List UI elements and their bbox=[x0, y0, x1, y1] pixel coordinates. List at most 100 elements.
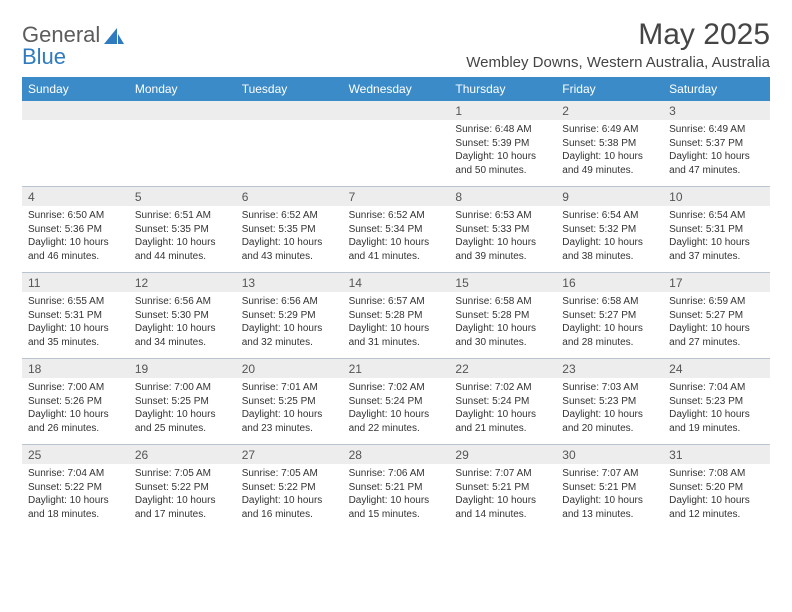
daylight-text-1: Daylight: 10 hours bbox=[562, 236, 657, 250]
location-text: Wembley Downs, Western Australia, Austra… bbox=[466, 54, 770, 71]
sunset-text: Sunset: 5:20 PM bbox=[669, 481, 764, 495]
day-detail-cell: Sunrise: 7:04 AMSunset: 5:23 PMDaylight:… bbox=[663, 378, 770, 444]
daylight-text-2: and 17 minutes. bbox=[135, 508, 230, 522]
sunset-text: Sunset: 5:27 PM bbox=[562, 309, 657, 323]
sunset-text: Sunset: 5:24 PM bbox=[349, 395, 444, 409]
sunrise-text: Sunrise: 7:06 AM bbox=[349, 467, 444, 481]
day-detail-cell: Sunrise: 7:05 AMSunset: 5:22 PMDaylight:… bbox=[236, 464, 343, 530]
day-detail-cell: Sunrise: 6:53 AMSunset: 5:33 PMDaylight:… bbox=[449, 206, 556, 272]
dow-tuesday: Tuesday bbox=[236, 77, 343, 101]
day-number-cell: 12 bbox=[129, 272, 236, 292]
sunset-text: Sunset: 5:27 PM bbox=[669, 309, 764, 323]
daylight-text-2: and 18 minutes. bbox=[28, 508, 123, 522]
daylight-text-1: Daylight: 10 hours bbox=[242, 494, 337, 508]
daylight-text-2: and 37 minutes. bbox=[669, 250, 764, 264]
logo-word-2: Blue bbox=[22, 44, 66, 69]
day-detail-cell: Sunrise: 7:03 AMSunset: 5:23 PMDaylight:… bbox=[556, 378, 663, 444]
daylight-text-2: and 15 minutes. bbox=[349, 508, 444, 522]
daylight-text-2: and 41 minutes. bbox=[349, 250, 444, 264]
sunset-text: Sunset: 5:36 PM bbox=[28, 223, 123, 237]
sunrise-text: Sunrise: 6:49 AM bbox=[669, 123, 764, 137]
day-of-week-header: Sunday Monday Tuesday Wednesday Thursday… bbox=[22, 77, 770, 101]
week-detail-row: Sunrise: 7:00 AMSunset: 5:26 PMDaylight:… bbox=[22, 378, 770, 444]
logo: General Blue bbox=[22, 18, 124, 68]
daylight-text-2: and 27 minutes. bbox=[669, 336, 764, 350]
sunset-text: Sunset: 5:22 PM bbox=[135, 481, 230, 495]
sunrise-text: Sunrise: 6:58 AM bbox=[562, 295, 657, 309]
daylight-text-2: and 12 minutes. bbox=[669, 508, 764, 522]
day-number-cell: 10 bbox=[663, 186, 770, 206]
sunset-text: Sunset: 5:35 PM bbox=[242, 223, 337, 237]
dow-monday: Monday bbox=[129, 77, 236, 101]
daylight-text-2: and 46 minutes. bbox=[28, 250, 123, 264]
daylight-text-1: Daylight: 10 hours bbox=[135, 408, 230, 422]
sunset-text: Sunset: 5:32 PM bbox=[562, 223, 657, 237]
daylight-text-2: and 30 minutes. bbox=[455, 336, 550, 350]
day-detail-cell bbox=[22, 120, 129, 186]
daylight-text-1: Daylight: 10 hours bbox=[562, 150, 657, 164]
daylight-text-1: Daylight: 10 hours bbox=[28, 236, 123, 250]
daylight-text-1: Daylight: 10 hours bbox=[242, 322, 337, 336]
week-detail-row: Sunrise: 7:04 AMSunset: 5:22 PMDaylight:… bbox=[22, 464, 770, 530]
daylight-text-2: and 25 minutes. bbox=[135, 422, 230, 436]
sunset-text: Sunset: 5:28 PM bbox=[455, 309, 550, 323]
sunrise-text: Sunrise: 6:52 AM bbox=[349, 209, 444, 223]
day-number-cell: 27 bbox=[236, 444, 343, 464]
daylight-text-1: Daylight: 10 hours bbox=[242, 408, 337, 422]
daylight-text-1: Daylight: 10 hours bbox=[669, 322, 764, 336]
sunset-text: Sunset: 5:31 PM bbox=[28, 309, 123, 323]
daylight-text-1: Daylight: 10 hours bbox=[28, 322, 123, 336]
sunset-text: Sunset: 5:33 PM bbox=[455, 223, 550, 237]
daylight-text-1: Daylight: 10 hours bbox=[562, 322, 657, 336]
day-number-cell: 15 bbox=[449, 272, 556, 292]
day-detail-cell: Sunrise: 7:07 AMSunset: 5:21 PMDaylight:… bbox=[449, 464, 556, 530]
daylight-text-1: Daylight: 10 hours bbox=[455, 236, 550, 250]
sunrise-text: Sunrise: 7:05 AM bbox=[242, 467, 337, 481]
day-number-cell: 7 bbox=[343, 186, 450, 206]
day-detail-cell bbox=[129, 120, 236, 186]
sunset-text: Sunset: 5:29 PM bbox=[242, 309, 337, 323]
daylight-text-2: and 50 minutes. bbox=[455, 164, 550, 178]
sunrise-text: Sunrise: 6:54 AM bbox=[562, 209, 657, 223]
dow-wednesday: Wednesday bbox=[343, 77, 450, 101]
sunrise-text: Sunrise: 7:03 AM bbox=[562, 381, 657, 395]
day-detail-cell: Sunrise: 7:08 AMSunset: 5:20 PMDaylight:… bbox=[663, 464, 770, 530]
sunrise-text: Sunrise: 7:02 AM bbox=[349, 381, 444, 395]
day-number-cell: 17 bbox=[663, 272, 770, 292]
sunset-text: Sunset: 5:38 PM bbox=[562, 137, 657, 151]
daylight-text-2: and 19 minutes. bbox=[669, 422, 764, 436]
day-detail-cell: Sunrise: 6:48 AMSunset: 5:39 PMDaylight:… bbox=[449, 120, 556, 186]
daylight-text-2: and 32 minutes. bbox=[242, 336, 337, 350]
sunrise-text: Sunrise: 6:53 AM bbox=[455, 209, 550, 223]
sunrise-text: Sunrise: 6:56 AM bbox=[242, 295, 337, 309]
daylight-text-1: Daylight: 10 hours bbox=[562, 494, 657, 508]
sunset-text: Sunset: 5:22 PM bbox=[242, 481, 337, 495]
daylight-text-1: Daylight: 10 hours bbox=[349, 494, 444, 508]
day-detail-cell: Sunrise: 7:05 AMSunset: 5:22 PMDaylight:… bbox=[129, 464, 236, 530]
day-number-cell: 30 bbox=[556, 444, 663, 464]
sunset-text: Sunset: 5:34 PM bbox=[349, 223, 444, 237]
sunset-text: Sunset: 5:26 PM bbox=[28, 395, 123, 409]
daylight-text-1: Daylight: 10 hours bbox=[242, 236, 337, 250]
daylight-text-1: Daylight: 10 hours bbox=[669, 150, 764, 164]
day-detail-cell: Sunrise: 6:52 AMSunset: 5:34 PMDaylight:… bbox=[343, 206, 450, 272]
day-number-cell: 11 bbox=[22, 272, 129, 292]
daylight-text-2: and 14 minutes. bbox=[455, 508, 550, 522]
day-number-cell: 4 bbox=[22, 186, 129, 206]
sunset-text: Sunset: 5:22 PM bbox=[28, 481, 123, 495]
calendar-grid: Sunday Monday Tuesday Wednesday Thursday… bbox=[22, 77, 770, 530]
day-detail-cell: Sunrise: 6:56 AMSunset: 5:30 PMDaylight:… bbox=[129, 292, 236, 358]
day-detail-cell: Sunrise: 6:57 AMSunset: 5:28 PMDaylight:… bbox=[343, 292, 450, 358]
dow-sunday: Sunday bbox=[22, 77, 129, 101]
day-detail-cell: Sunrise: 6:51 AMSunset: 5:35 PMDaylight:… bbox=[129, 206, 236, 272]
daylight-text-2: and 31 minutes. bbox=[349, 336, 444, 350]
daylight-text-1: Daylight: 10 hours bbox=[135, 236, 230, 250]
sunrise-text: Sunrise: 6:54 AM bbox=[669, 209, 764, 223]
day-number-cell: 5 bbox=[129, 186, 236, 206]
day-number-cell: 2 bbox=[556, 101, 663, 120]
day-number-cell bbox=[129, 101, 236, 120]
sunrise-text: Sunrise: 6:51 AM bbox=[135, 209, 230, 223]
sunset-text: Sunset: 5:25 PM bbox=[135, 395, 230, 409]
daylight-text-2: and 38 minutes. bbox=[562, 250, 657, 264]
month-title: May 2025 bbox=[466, 18, 770, 52]
